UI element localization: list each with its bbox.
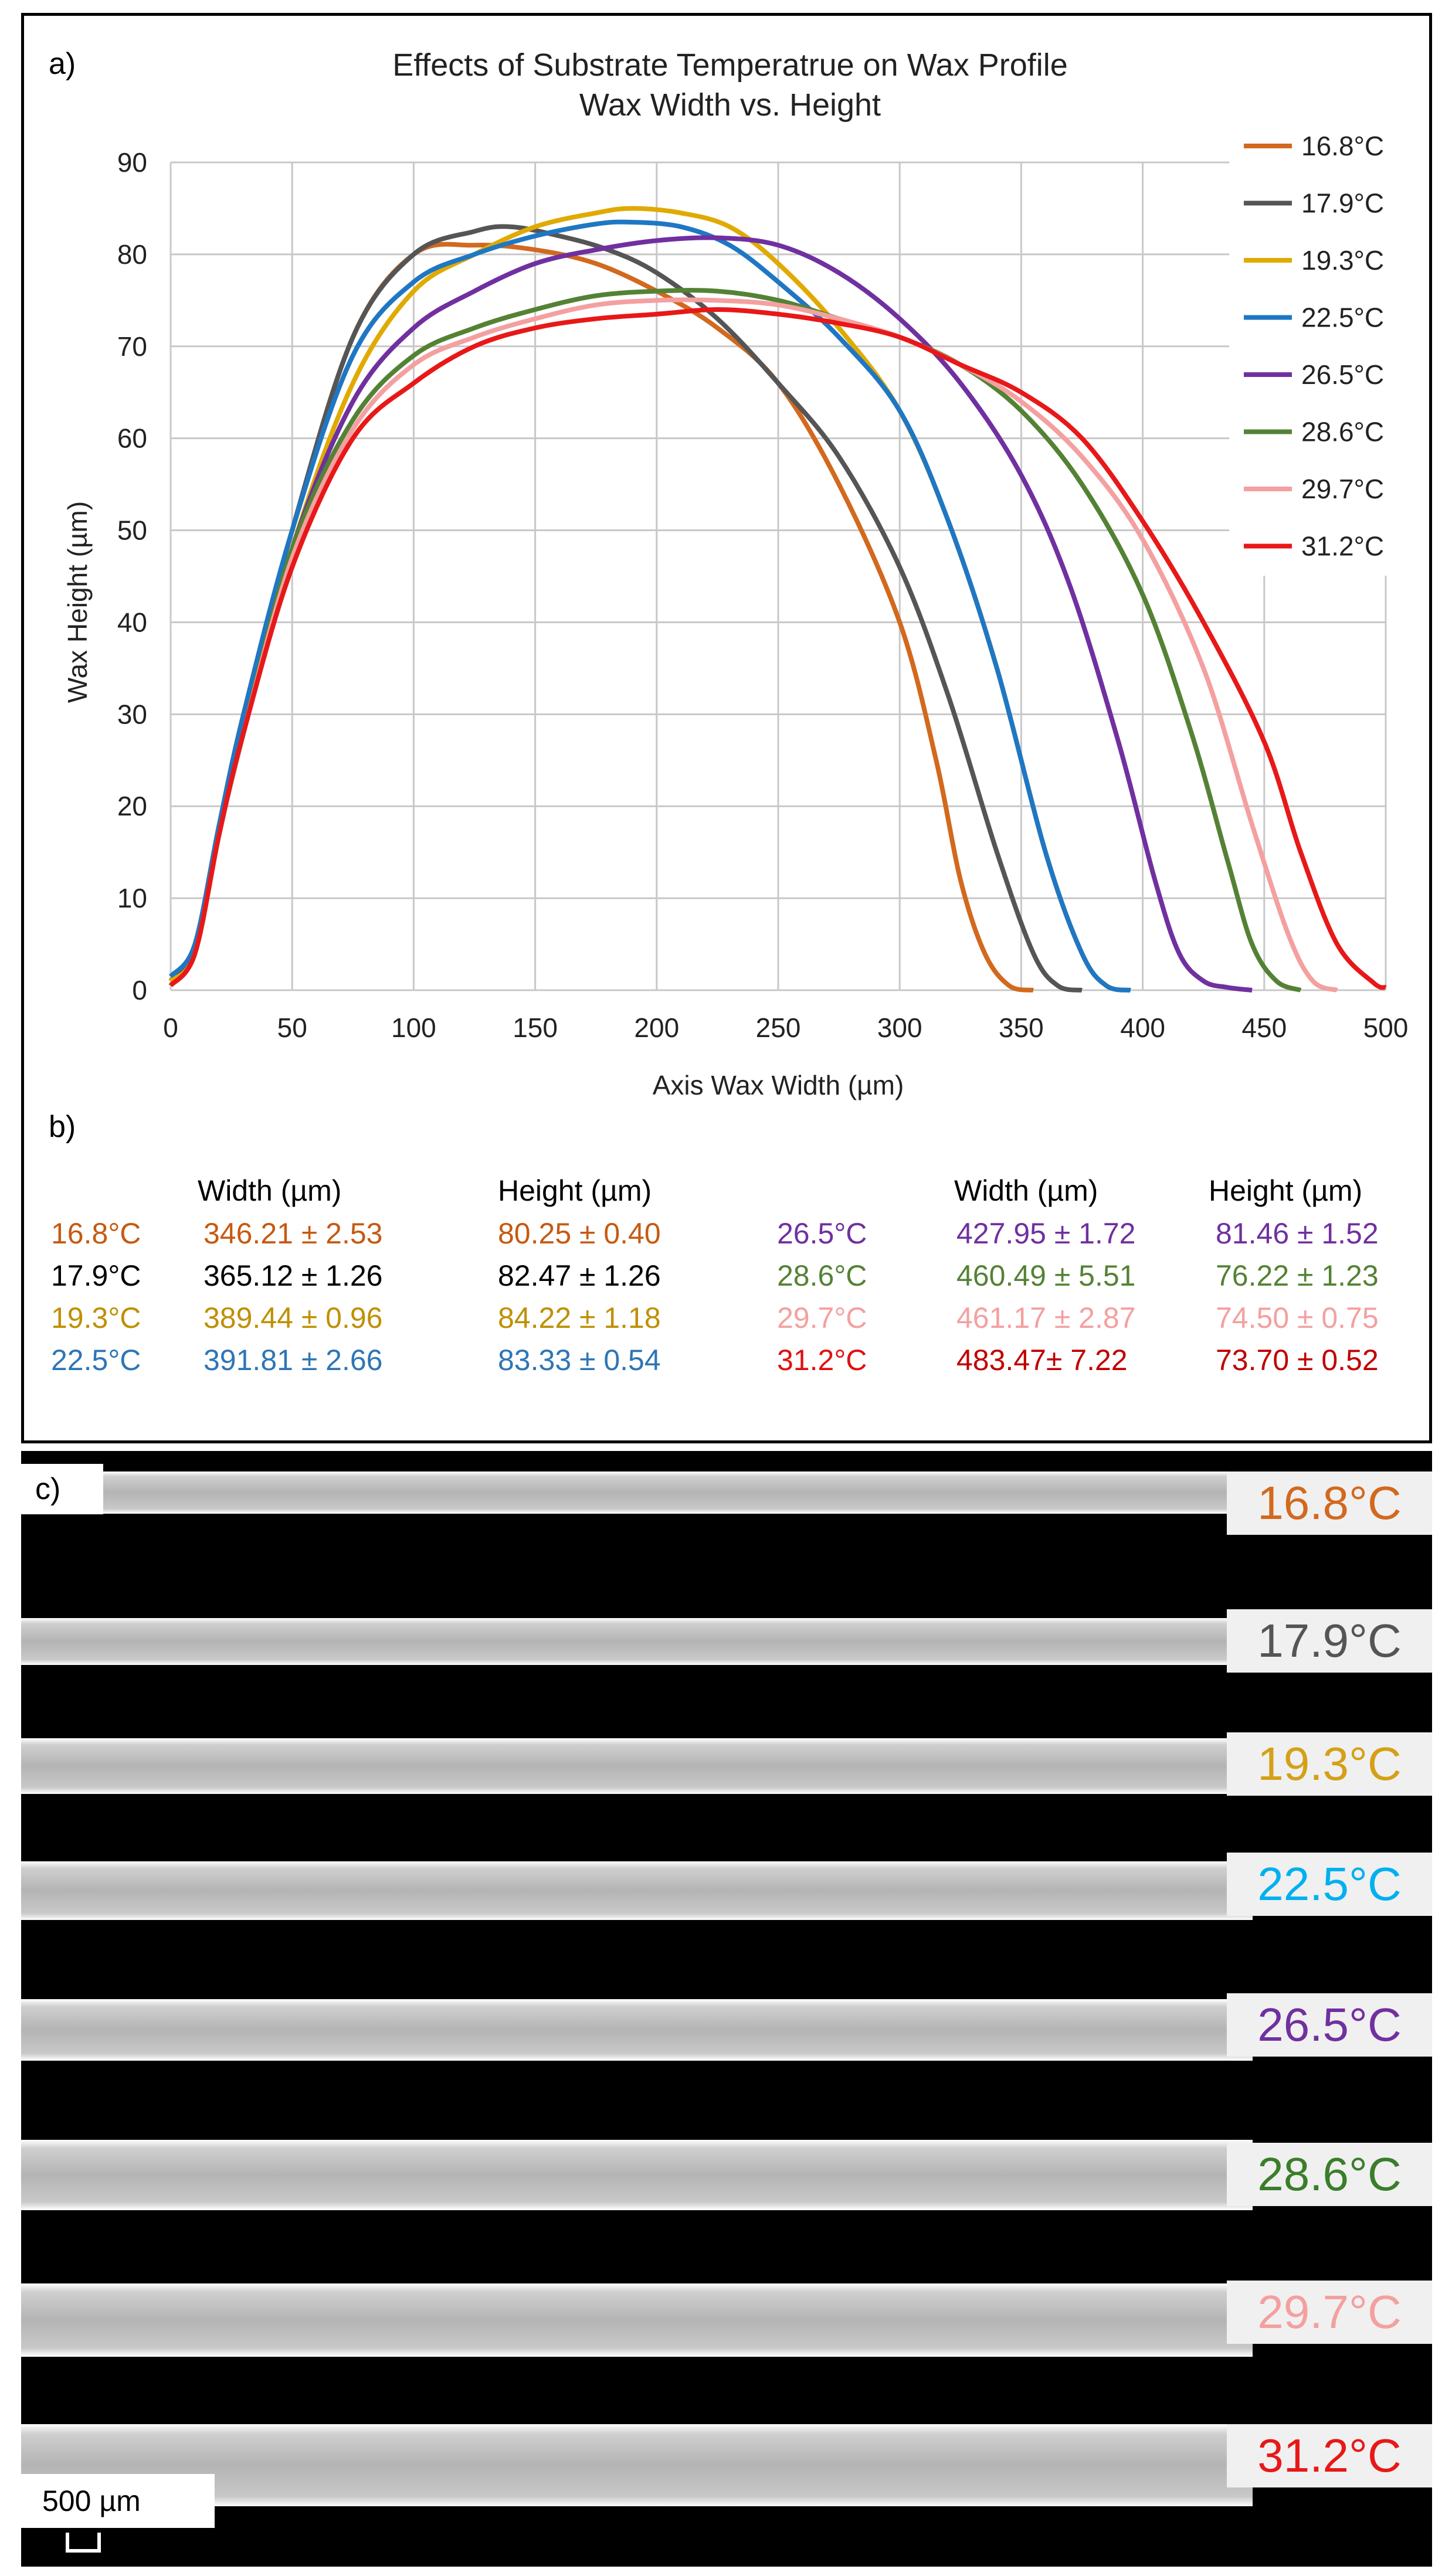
table-header-width-right: Width (µm): [954, 1174, 1098, 1207]
row-height: 73.70 ± 0.52: [1216, 1344, 1379, 1377]
x-tick-label: 100: [391, 1012, 436, 1043]
row-temperature: 16.8°C: [51, 1217, 141, 1250]
y-tick-label: 30: [117, 699, 147, 729]
table-header-height-right: Height (µm): [1209, 1174, 1363, 1207]
series-line-28.6°C: [168, 288, 1302, 993]
x-tick-label: 300: [877, 1012, 922, 1043]
wax-strip: [21, 2140, 1253, 2210]
panel-label-b: b): [49, 1110, 76, 1144]
row-width: 391.81 ± 2.66: [203, 1344, 383, 1377]
series-line-22.5°C: [168, 219, 1131, 993]
legend-label: 31.2°C: [1301, 531, 1384, 562]
legend-label: 16.8°C: [1301, 131, 1384, 161]
row-height: 82.47 ± 1.26: [498, 1259, 661, 1292]
legend-box: [1229, 113, 1423, 576]
chart-subtitle: Wax Width vs. Height: [579, 87, 881, 123]
scale-bar: [66, 2533, 101, 2553]
x-tick-label: 0: [163, 1012, 178, 1043]
table-header-height-left: Height (µm): [498, 1174, 652, 1207]
series-line-26.5°C: [168, 235, 1253, 993]
row-temperature: 22.5°C: [51, 1344, 141, 1377]
legend-label: 22.5°C: [1301, 303, 1384, 333]
scale-bar-label: 500 µm: [21, 2474, 215, 2528]
strip-temperature-label: 17.9°C: [1227, 1609, 1432, 1673]
strip-temperature-label: 16.8°C: [1227, 1471, 1432, 1535]
y-tick-label: 90: [117, 147, 147, 178]
row-height: 84.22 ± 1.18: [498, 1301, 661, 1334]
y-tick-label: 10: [117, 883, 147, 913]
row-height: 74.50 ± 0.75: [1216, 1301, 1379, 1334]
x-tick-label: 450: [1241, 1012, 1287, 1043]
series-line-31.2°C: [168, 307, 1387, 990]
row-temperature: 19.3°C: [51, 1301, 141, 1334]
legend-label: 29.7°C: [1301, 474, 1384, 504]
row-temperature: 26.5°C: [777, 1217, 867, 1250]
series-line-19.3°C: [169, 206, 1131, 993]
y-tick-label: 40: [117, 607, 147, 637]
row-width: 389.44 ± 0.96: [203, 1301, 383, 1334]
series-lines: [168, 206, 1387, 993]
wax-strip: [21, 2283, 1253, 2357]
chart-title: Effects of Substrate Temperatrue on Wax …: [392, 47, 1068, 83]
row-width: 460.49 ± 5.51: [956, 1259, 1136, 1292]
wax-strip: [21, 1861, 1253, 1920]
y-tick-label: 60: [117, 423, 147, 454]
x-tick-label: 500: [1363, 1012, 1409, 1043]
strip-temperature-label: 26.5°C: [1227, 1993, 1432, 2057]
legend-label: 26.5°C: [1301, 359, 1384, 390]
x-tick-label: 350: [999, 1012, 1044, 1043]
y-tick-label: 20: [117, 791, 147, 821]
wax-strip: [21, 1999, 1253, 2061]
row-width: 427.95 ± 1.72: [956, 1217, 1136, 1250]
series-line-17.9°C: [168, 224, 1083, 993]
panel-label-a: a): [49, 47, 76, 81]
row-height: 80.25 ± 0.40: [498, 1217, 661, 1250]
line-chart: 0 10 20 30 40 50 60 70 80 90 0 50 100 150 200 250 300 350…: [62, 47, 1423, 1100]
strip-temperature-label: 31.2°C: [1227, 2424, 1432, 2487]
row-temperature: 28.6°C: [777, 1259, 867, 1292]
wax-strip: [21, 1738, 1253, 1794]
row-height: 83.33 ± 0.54: [498, 1344, 661, 1377]
row-width: 365.12 ± 1.26: [203, 1259, 383, 1292]
strip-temperature-label: 22.5°C: [1227, 1853, 1432, 1916]
x-tick-label: 150: [513, 1012, 558, 1043]
legend-label: 19.3°C: [1301, 245, 1384, 276]
x-tick-label: 200: [634, 1012, 679, 1043]
row-temperature: 29.7°C: [777, 1301, 867, 1334]
row-height: 76.22 ± 1.23: [1216, 1259, 1379, 1292]
legend-label: 28.6°C: [1301, 417, 1384, 447]
row-width: 483.47± 7.22: [956, 1344, 1128, 1377]
wax-strip: [21, 2424, 1253, 2506]
gridlines: [169, 161, 1387, 991]
row-temperature: 17.9°C: [51, 1259, 141, 1292]
top-panel: 0 10 20 30 40 50 60 70 80 90 0 50 100 150 200 250 300 350…: [21, 13, 1432, 1443]
table-header-width-left: Width (µm): [198, 1174, 342, 1207]
wax-strip: [21, 1618, 1253, 1665]
strip-temperature-label: 29.7°C: [1227, 2281, 1432, 2344]
panel-label-c: c): [21, 1464, 103, 1514]
legend: 16.8°C 17.9°C 19.3°C 22.5°C 26.5°C 28.6°C 29.7…: [1229, 113, 1423, 576]
x-tick-label: 250: [756, 1012, 801, 1043]
x-tick-label: 50: [277, 1012, 307, 1043]
y-tick-label: 0: [132, 975, 147, 1005]
axes: 0 10 20 30 40 50 60 70 80 90 0 50 100 150 200 250 300 350…: [117, 147, 1409, 1043]
y-axis-label: Wax Height (µm): [62, 501, 93, 703]
x-axis-label: Axis Wax Width (µm): [653, 1070, 904, 1100]
wax-strip: [21, 1471, 1253, 1514]
row-height: 81.46 ± 1.52: [1216, 1217, 1379, 1250]
strip-temperature-label: 28.6°C: [1227, 2143, 1432, 2206]
y-tick-label: 50: [117, 515, 147, 546]
legend-label: 17.9°C: [1301, 188, 1384, 219]
row-width: 461.17 ± 2.87: [956, 1301, 1136, 1334]
series-line-16.8°C: [168, 242, 1034, 993]
y-tick-label: 70: [117, 331, 147, 362]
x-tick-label: 400: [1120, 1012, 1165, 1043]
row-temperature: 31.2°C: [777, 1344, 867, 1377]
y-tick-label: 80: [117, 239, 147, 270]
row-width: 346.21 ± 2.53: [203, 1217, 383, 1250]
sem-micrographs: 16.8°C 17.9°C 19.3°C 22.5°C 26.5°C 28.6°C 29.7…: [21, 1451, 1432, 2567]
strip-temperature-label: 19.3°C: [1227, 1732, 1432, 1796]
